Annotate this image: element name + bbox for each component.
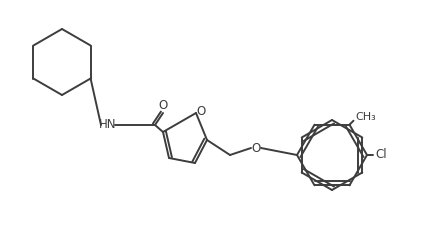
Text: CH₃: CH₃	[355, 112, 376, 122]
Text: O: O	[251, 141, 261, 154]
Text: O: O	[158, 98, 168, 111]
Text: Cl: Cl	[375, 149, 387, 161]
Text: HN: HN	[99, 118, 117, 132]
Text: O: O	[196, 105, 205, 118]
